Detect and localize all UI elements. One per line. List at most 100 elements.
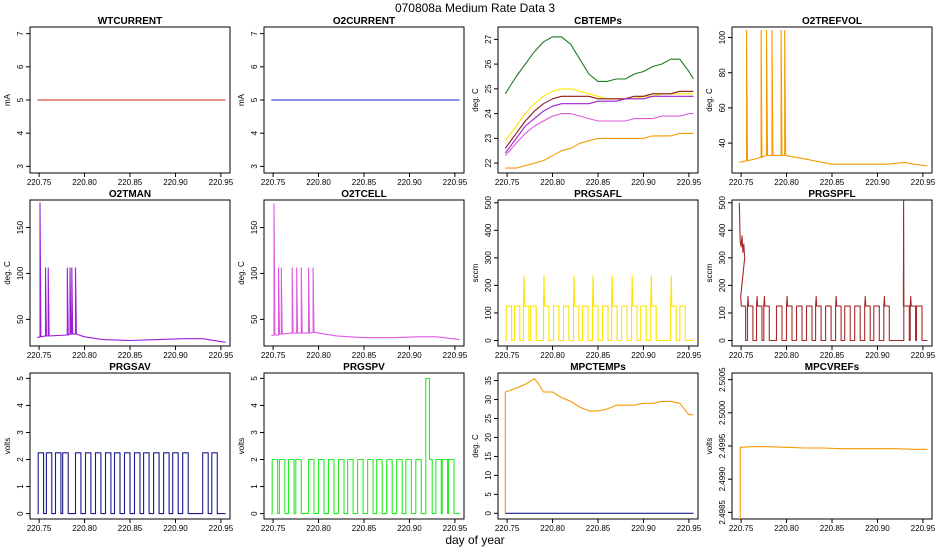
x-tick-label: 220.95	[209, 351, 234, 360]
y-tick-label: 150	[16, 220, 25, 234]
panel-title: O2CURRENT	[333, 16, 395, 27]
y-tick-label: 23	[484, 133, 493, 142]
y-tick-label: 2	[250, 457, 259, 462]
y-tick-label: 1	[16, 484, 25, 489]
x-tick-label: 220.95	[677, 178, 702, 187]
series-line-o2tcell	[271, 203, 460, 341]
x-tick-label: 220.85	[820, 351, 845, 360]
y-tick-label: 1	[250, 484, 259, 489]
y-tick-label: 4	[16, 403, 25, 408]
y-tick-label: 500	[484, 196, 493, 210]
series-line-o2trefvol	[739, 29, 928, 167]
x-tick-label: 220.90	[163, 178, 188, 187]
x-tick-label: 220.75	[495, 524, 520, 533]
plot-frame	[731, 372, 933, 520]
panel-prgsafl: PRGSAFL 220.75 220.80 220.85 220.90 220.95 0 10…	[471, 189, 702, 360]
y-tick-label: 0	[718, 338, 727, 343]
y-tick-label: 7	[250, 31, 259, 36]
y-tick-label: 200	[718, 278, 727, 292]
y-tick-label: 10	[484, 470, 493, 479]
x-tick-label: 220.85	[586, 524, 611, 533]
y-tick-label: 300	[484, 251, 493, 265]
x-tick-label: 220.95	[911, 524, 936, 533]
x-tick-label: 220.85	[820, 524, 845, 533]
x-tick-label: 220.80	[774, 524, 799, 533]
x-tick-label: 220.80	[540, 351, 565, 360]
y-axis-label: deg. C	[471, 434, 480, 458]
panel-o2current: O2CURRENT 220.75 220.80 220.85 220.90 220.95 3…	[237, 16, 468, 187]
panel-title: O2TMAN	[109, 189, 151, 200]
y-tick-label: 27	[484, 34, 493, 43]
y-tick-label: 5	[484, 492, 493, 497]
y-tick-label: 80	[718, 68, 727, 77]
y-tick-label: 4	[16, 130, 25, 135]
x-tick-label: 220.85	[586, 351, 611, 360]
series-line-prgspfl	[738, 200, 928, 342]
x-tick-label: 220.90	[865, 351, 890, 360]
y-tick-label: 100	[16, 266, 25, 280]
x-tick-label: 220.90	[397, 351, 422, 360]
x-tick-label: 220.75	[261, 524, 286, 533]
y-tick-label: 100	[484, 306, 493, 320]
y-tick-label: 26	[484, 59, 493, 68]
series-line-prgspv	[271, 377, 460, 515]
y-tick-label: 2	[16, 457, 25, 462]
x-tick-label: 220.90	[163, 524, 188, 533]
y-tick-label: 100	[718, 306, 727, 320]
y-tick-label: 24	[484, 109, 493, 118]
y-tick-label: 40	[718, 138, 727, 147]
y-axis-label: mA	[237, 93, 246, 106]
y-tick-label: 5	[16, 376, 25, 381]
series-line-prgsafl	[505, 275, 694, 342]
series-line-cbtemp3	[504, 90, 694, 149]
y-tick-label: 0	[484, 511, 493, 516]
series-line-mpctemp1	[504, 378, 694, 514]
series-line-o2tman	[37, 202, 226, 343]
y-axis-label: sccm	[705, 263, 714, 282]
x-tick-label: 220.95	[209, 178, 234, 187]
x-tick-label: 220.80	[72, 351, 97, 360]
panel-title: MPCTEMPs	[570, 362, 626, 373]
y-tick-label: 30	[484, 395, 493, 404]
y-tick-label: 200	[484, 278, 493, 292]
y-tick-label: 4	[250, 130, 259, 135]
x-tick-label: 220.80	[540, 524, 565, 533]
panel-o2trefvol: O2TREFVOL 220.75 220.80 220.85 220.90 220.95 4…	[705, 16, 936, 187]
x-tick-label: 220.95	[911, 351, 936, 360]
y-tick-label: 400	[718, 223, 727, 237]
y-tick-label: 25	[484, 84, 493, 93]
x-tick-label: 220.85	[118, 524, 143, 533]
y-axis-label: deg. C	[705, 88, 714, 112]
y-tick-label: 50	[16, 314, 25, 323]
x-tick-label: 220.90	[631, 524, 656, 533]
x-tick-label: 220.85	[352, 178, 377, 187]
x-tick-label: 220.90	[397, 524, 422, 533]
x-tick-label: 220.75	[27, 178, 52, 187]
x-tick-label: 220.85	[586, 178, 611, 187]
y-tick-label: 300	[718, 251, 727, 265]
y-tick-label: 3	[250, 430, 259, 435]
plot-frame	[497, 372, 699, 520]
y-tick-label: 3	[16, 164, 25, 169]
x-tick-label: 220.80	[72, 524, 97, 533]
y-axis-label: volts	[705, 438, 714, 454]
y-axis-label: sccm	[471, 263, 480, 282]
y-tick-label: 0	[250, 511, 259, 516]
series-line-cbtemp4	[504, 95, 694, 154]
panel-mpcvrefs: MPCVREFs 220.75 220.80 220.85 220.90 220.95 2.…	[705, 362, 936, 533]
panel-prgspfl: PRGSPFL 220.75 220.80 220.85 220.90 220.95 0 10…	[705, 189, 936, 360]
y-tick-label: 22	[484, 158, 493, 167]
y-tick-label: 400	[484, 223, 493, 237]
x-tick-label: 220.75	[261, 351, 286, 360]
panel-o2tman: O2TMAN 220.75 220.80 220.85 220.90 220.95 50 10…	[3, 189, 234, 360]
y-tick-label: 35	[484, 376, 493, 385]
x-tick-label: 220.75	[495, 178, 520, 187]
panel-title: PRGSAV	[109, 362, 151, 373]
y-tick-label: 0	[484, 338, 493, 343]
x-tick-label: 220.85	[118, 351, 143, 360]
x-tick-label: 220.85	[820, 178, 845, 187]
x-tick-label: 220.95	[443, 524, 468, 533]
x-tick-label: 220.80	[306, 524, 331, 533]
x-tick-label: 220.90	[397, 178, 422, 187]
